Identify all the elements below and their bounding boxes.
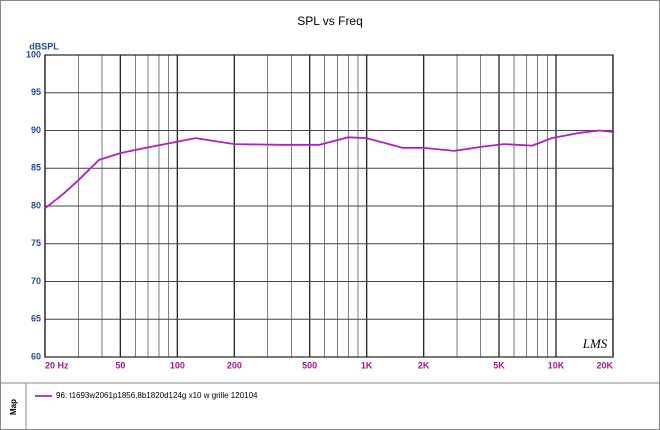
x-tick-label: 1K (361, 360, 373, 370)
y-tick-label: 95 (31, 87, 41, 97)
legend-title: Map (9, 399, 18, 415)
x-tick-label: 20K (596, 360, 613, 370)
x-tick-label: 2K (418, 360, 430, 370)
y-tick-label: 100 (26, 49, 41, 59)
x-tick-label: 200 (227, 360, 242, 370)
x-tick-label: 500 (302, 360, 317, 370)
plot-border (44, 54, 614, 358)
y-tick-label: 70 (31, 276, 41, 286)
x-tick-label: 20 Hz (45, 360, 69, 370)
x-tick-label: 50 (115, 360, 125, 370)
y-tick-label: 65 (31, 314, 41, 324)
series-line (44, 129, 614, 210)
y-tick-label: 80 (31, 200, 41, 210)
x-tick-label: 5K (493, 360, 505, 370)
y-tick-label: 60 (31, 351, 41, 361)
x-tick-label: 100 (170, 360, 185, 370)
x-tick-label: 10K (548, 360, 565, 370)
legend-label: 96: t1693w2061p1856,8b1820d124g x10 w gr… (56, 391, 258, 400)
y-axis-label: dBSPL (29, 41, 59, 51)
y-tick-label: 75 (31, 238, 41, 248)
watermark: LMS (582, 336, 608, 351)
y-tick-label: 90 (31, 125, 41, 135)
y-tick-label: 85 (31, 163, 41, 173)
chart-title: SPL vs Freq (297, 14, 363, 28)
